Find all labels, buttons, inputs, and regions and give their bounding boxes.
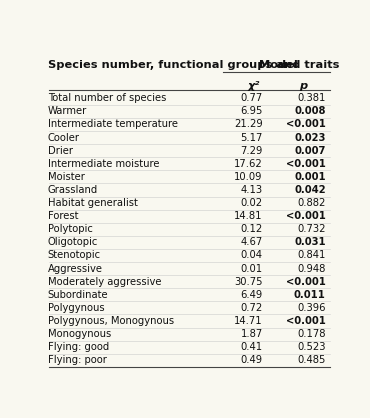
Text: 0.77: 0.77 bbox=[240, 93, 263, 103]
Text: 0.72: 0.72 bbox=[240, 303, 263, 313]
Text: Total number of species: Total number of species bbox=[48, 93, 166, 103]
Text: <0.001: <0.001 bbox=[286, 159, 326, 169]
Text: 0.178: 0.178 bbox=[297, 329, 326, 339]
Text: Intermediate temperature: Intermediate temperature bbox=[48, 120, 178, 130]
Text: 0.023: 0.023 bbox=[295, 133, 326, 143]
Text: 30.75: 30.75 bbox=[234, 277, 263, 287]
Text: 4.13: 4.13 bbox=[240, 185, 263, 195]
Text: 0.001: 0.001 bbox=[294, 172, 326, 182]
Text: 0.042: 0.042 bbox=[294, 185, 326, 195]
Text: 14.71: 14.71 bbox=[234, 316, 263, 326]
Text: <0.001: <0.001 bbox=[286, 277, 326, 287]
Text: 0.011: 0.011 bbox=[294, 290, 326, 300]
Text: 5.17: 5.17 bbox=[240, 133, 263, 143]
Text: 7.29: 7.29 bbox=[240, 145, 263, 155]
Text: Polygynous: Polygynous bbox=[48, 303, 104, 313]
Text: 0.523: 0.523 bbox=[297, 342, 326, 352]
Text: 0.948: 0.948 bbox=[297, 264, 326, 274]
Text: 0.031: 0.031 bbox=[294, 237, 326, 247]
Text: 0.008: 0.008 bbox=[294, 106, 326, 116]
Text: Intermediate moisture: Intermediate moisture bbox=[48, 159, 159, 169]
Text: 10.09: 10.09 bbox=[234, 172, 263, 182]
Text: Flying: good: Flying: good bbox=[48, 342, 109, 352]
Text: 0.12: 0.12 bbox=[240, 224, 263, 234]
Text: 0.732: 0.732 bbox=[297, 224, 326, 234]
Text: 17.62: 17.62 bbox=[234, 159, 263, 169]
Text: Stenotopic: Stenotopic bbox=[48, 250, 101, 260]
Text: Cooler: Cooler bbox=[48, 133, 80, 143]
Text: 0.882: 0.882 bbox=[297, 198, 326, 208]
Text: Oligotopic: Oligotopic bbox=[48, 237, 98, 247]
Text: 14.81: 14.81 bbox=[234, 211, 263, 221]
Text: 0.02: 0.02 bbox=[240, 198, 263, 208]
Text: p: p bbox=[299, 81, 307, 91]
Text: Grassland: Grassland bbox=[48, 185, 98, 195]
Text: Warmer: Warmer bbox=[48, 106, 87, 116]
Text: <0.001: <0.001 bbox=[286, 120, 326, 130]
Text: Model: Model bbox=[259, 60, 298, 70]
Text: 0.485: 0.485 bbox=[297, 355, 326, 365]
Text: Forest: Forest bbox=[48, 211, 78, 221]
Text: Habitat generalist: Habitat generalist bbox=[48, 198, 138, 208]
Text: 0.01: 0.01 bbox=[240, 264, 263, 274]
Text: Moister: Moister bbox=[48, 172, 85, 182]
Text: 4.67: 4.67 bbox=[240, 237, 263, 247]
Text: 0.396: 0.396 bbox=[297, 303, 326, 313]
Text: Moderately aggressive: Moderately aggressive bbox=[48, 277, 161, 287]
Text: Species number, functional groups and traits: Species number, functional groups and tr… bbox=[48, 60, 339, 70]
Text: <0.001: <0.001 bbox=[286, 316, 326, 326]
Text: Polygynous, Monogynous: Polygynous, Monogynous bbox=[48, 316, 174, 326]
Text: Drier: Drier bbox=[48, 145, 73, 155]
Text: χ²: χ² bbox=[248, 81, 260, 91]
Text: Subordinate: Subordinate bbox=[48, 290, 108, 300]
Text: 0.41: 0.41 bbox=[240, 342, 263, 352]
Text: 6.95: 6.95 bbox=[240, 106, 263, 116]
Text: Monogynous: Monogynous bbox=[48, 329, 111, 339]
Text: Polytopic: Polytopic bbox=[48, 224, 92, 234]
Text: 1.87: 1.87 bbox=[240, 329, 263, 339]
Text: 0.04: 0.04 bbox=[241, 250, 263, 260]
Text: 0.841: 0.841 bbox=[297, 250, 326, 260]
Text: Aggressive: Aggressive bbox=[48, 264, 103, 274]
Text: 0.381: 0.381 bbox=[297, 93, 326, 103]
Text: Flying: poor: Flying: poor bbox=[48, 355, 107, 365]
Text: 6.49: 6.49 bbox=[240, 290, 263, 300]
Text: 0.007: 0.007 bbox=[295, 145, 326, 155]
Text: 0.49: 0.49 bbox=[240, 355, 263, 365]
Text: <0.001: <0.001 bbox=[286, 211, 326, 221]
Text: 21.29: 21.29 bbox=[234, 120, 263, 130]
